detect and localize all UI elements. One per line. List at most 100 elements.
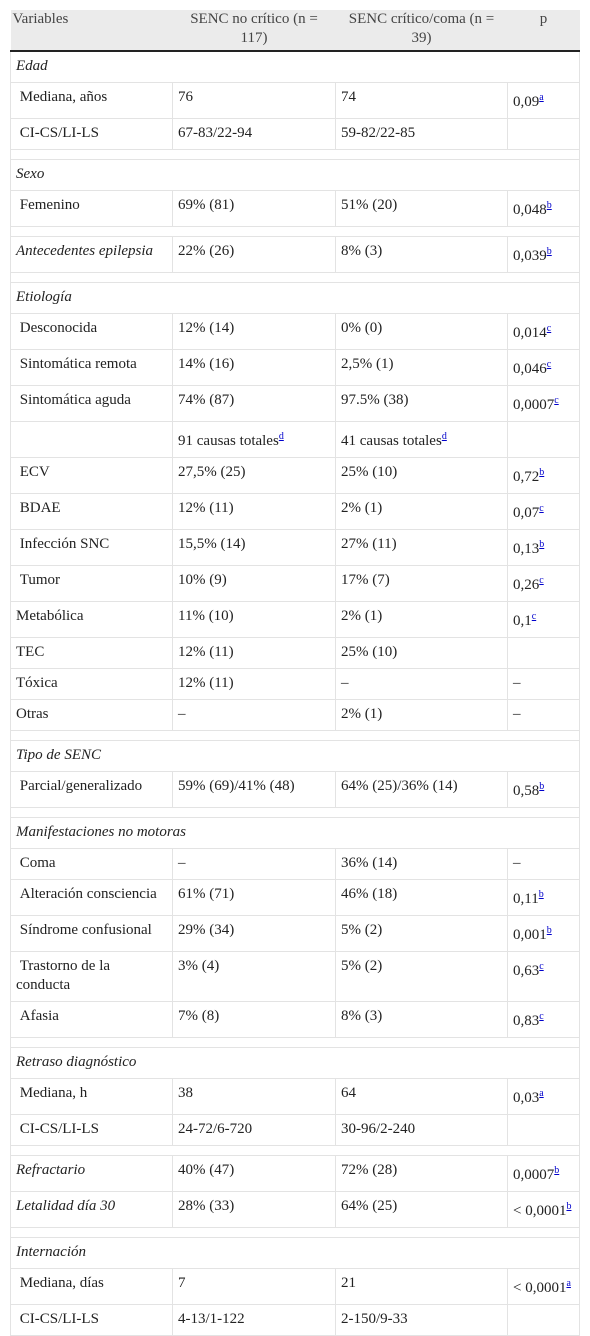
cell: 21 bbox=[335, 1268, 508, 1305]
cell-text: < 0,0001 bbox=[513, 1203, 567, 1219]
cell: 0,0007c bbox=[507, 385, 580, 422]
footnote-link[interactable]: b bbox=[539, 539, 545, 550]
section-row: Sexo bbox=[10, 159, 580, 191]
footnote: c bbox=[554, 395, 558, 406]
cell: 0,1c bbox=[507, 601, 580, 638]
data-row: TEC 12% (11) 25% (10) bbox=[10, 637, 580, 669]
header-row: Variables SENC no crítico (n = 117) SENC c… bbox=[10, 10, 580, 52]
cell: 27% (11) bbox=[335, 529, 508, 566]
footnote: b bbox=[539, 539, 544, 550]
cell: 64% (25) bbox=[335, 1191, 508, 1228]
cell: 4-13/1-122 bbox=[172, 1304, 336, 1336]
footnote-link[interactable]: b bbox=[538, 889, 544, 900]
cell: 74% (87) bbox=[172, 385, 336, 422]
footnote-link[interactable]: c bbox=[554, 395, 559, 406]
footnote-link[interactable]: c bbox=[539, 1011, 544, 1022]
footnote-link[interactable]: b bbox=[539, 781, 545, 792]
cell: 12% (14) bbox=[172, 313, 336, 350]
footnote-link[interactable]: a bbox=[566, 1278, 571, 1289]
data-row: Parcial/generalizado 59% (69)/41% (48) 64%… bbox=[10, 771, 580, 808]
footnote-link[interactable]: a bbox=[539, 92, 544, 103]
section-title: Manifestaciones no motoras bbox=[10, 817, 580, 849]
footnote-link[interactable]: c bbox=[539, 961, 544, 972]
cell: 14% (16) bbox=[172, 349, 336, 386]
section-row: Manifestaciones no motoras bbox=[10, 817, 580, 849]
cell: 3% (4) bbox=[172, 951, 336, 1002]
cell: – bbox=[172, 848, 336, 880]
footnote-link[interactable]: d bbox=[278, 431, 284, 442]
spacer-row bbox=[10, 272, 580, 283]
cell: 5% (2) bbox=[335, 915, 508, 952]
footnote: a bbox=[539, 1088, 543, 1099]
data-row: Mediana, años 76 74 0,09a bbox=[10, 82, 580, 119]
cell: 24-72/6-720 bbox=[172, 1114, 336, 1146]
spacer-cell bbox=[10, 1037, 580, 1048]
row-label bbox=[10, 421, 173, 458]
cell: 59% (69)/41% (48) bbox=[172, 771, 336, 808]
footnote-link[interactable]: c bbox=[539, 503, 544, 514]
footnote-link[interactable]: a bbox=[539, 1088, 544, 1099]
cell: 36% (14) bbox=[335, 848, 508, 880]
data-row: Trastorno de la conducta 3% (4) 5% (2) 0,63… bbox=[10, 951, 580, 1002]
footnote-link[interactable]: b bbox=[546, 925, 552, 936]
row-label: Femenino bbox=[10, 190, 173, 227]
footnote-link[interactable]: c bbox=[546, 359, 552, 370]
row-label: Afasia bbox=[10, 1001, 173, 1038]
data-row: Metabólica 11% (10) 2% (1) 0,1c bbox=[10, 601, 580, 638]
footnote-link[interactable]: b bbox=[554, 1165, 560, 1176]
footnote: b bbox=[547, 200, 552, 211]
cell-text: 0,72 bbox=[513, 469, 540, 485]
cell: 12% (11) bbox=[172, 668, 336, 700]
cell: 91 causas totalesd bbox=[172, 421, 336, 458]
cell: 27,5% (25) bbox=[172, 457, 336, 494]
row-label: Sintomática aguda bbox=[10, 385, 173, 422]
cell bbox=[507, 421, 580, 458]
footnote-link[interactable]: c bbox=[546, 323, 552, 334]
cell-text: 0,58 bbox=[513, 783, 540, 799]
footnote-link[interactable]: b bbox=[539, 467, 545, 478]
row-label: Trastorno de la conducta bbox=[10, 951, 173, 1002]
cell: 0,11b bbox=[507, 879, 580, 916]
cell: 0,13b bbox=[507, 529, 580, 566]
footnote-link[interactable]: c bbox=[539, 575, 544, 586]
section-title: Tipo de SENC bbox=[10, 740, 580, 772]
footnote: c bbox=[532, 611, 536, 622]
cell: 2% (1) bbox=[335, 493, 508, 530]
cell: 0,58b bbox=[507, 771, 580, 808]
data-row: Tumor 10% (9) 17% (7) 0,26c bbox=[10, 565, 580, 602]
footnote: d bbox=[279, 431, 284, 442]
data-row: Afasia 7% (8) 8% (3) 0,83c bbox=[10, 1001, 580, 1038]
data-row: Desconocida 12% (14) 0% (0) 0,014c bbox=[10, 313, 580, 350]
footnote-link[interactable]: d bbox=[441, 431, 447, 442]
cell-text: < 0,0001 bbox=[513, 1280, 567, 1296]
footnote-link[interactable]: c bbox=[531, 611, 537, 622]
cell: 46% (18) bbox=[335, 879, 508, 916]
section-title: Retraso diagnóstico bbox=[10, 1047, 580, 1079]
cell-text: 0,26 bbox=[513, 577, 540, 593]
cell: 0,03a bbox=[507, 1078, 580, 1115]
cell bbox=[507, 637, 580, 669]
cell: 0,046c bbox=[507, 349, 580, 386]
cell: 0,0007b bbox=[507, 1155, 580, 1192]
cell: 0% (0) bbox=[335, 313, 508, 350]
data-row: BDAE 12% (11) 2% (1) 0,07c bbox=[10, 493, 580, 530]
footnote: c bbox=[539, 961, 543, 972]
cell bbox=[507, 1114, 580, 1146]
row-label: TEC bbox=[10, 637, 173, 669]
footnote-link[interactable]: b bbox=[566, 1201, 572, 1212]
footnote: a bbox=[566, 1278, 570, 1289]
footnote: b bbox=[539, 781, 544, 792]
row-label: Infección SNC bbox=[10, 529, 173, 566]
cell: 72% (28) bbox=[335, 1155, 508, 1192]
spacer-cell bbox=[10, 272, 580, 283]
cell: 11% (10) bbox=[172, 601, 336, 638]
row-label: Parcial/generalizado bbox=[10, 771, 173, 808]
cell: 0,001b bbox=[507, 915, 580, 952]
footnote-link[interactable]: b bbox=[546, 246, 552, 257]
footnote-link[interactable]: b bbox=[546, 200, 552, 211]
section-row: Retraso diagnóstico bbox=[10, 1047, 580, 1079]
cell: 12% (11) bbox=[172, 637, 336, 669]
row-label: Refractario bbox=[10, 1155, 173, 1192]
cell: 2-150/9-33 bbox=[335, 1304, 508, 1336]
cell: – bbox=[507, 699, 580, 731]
